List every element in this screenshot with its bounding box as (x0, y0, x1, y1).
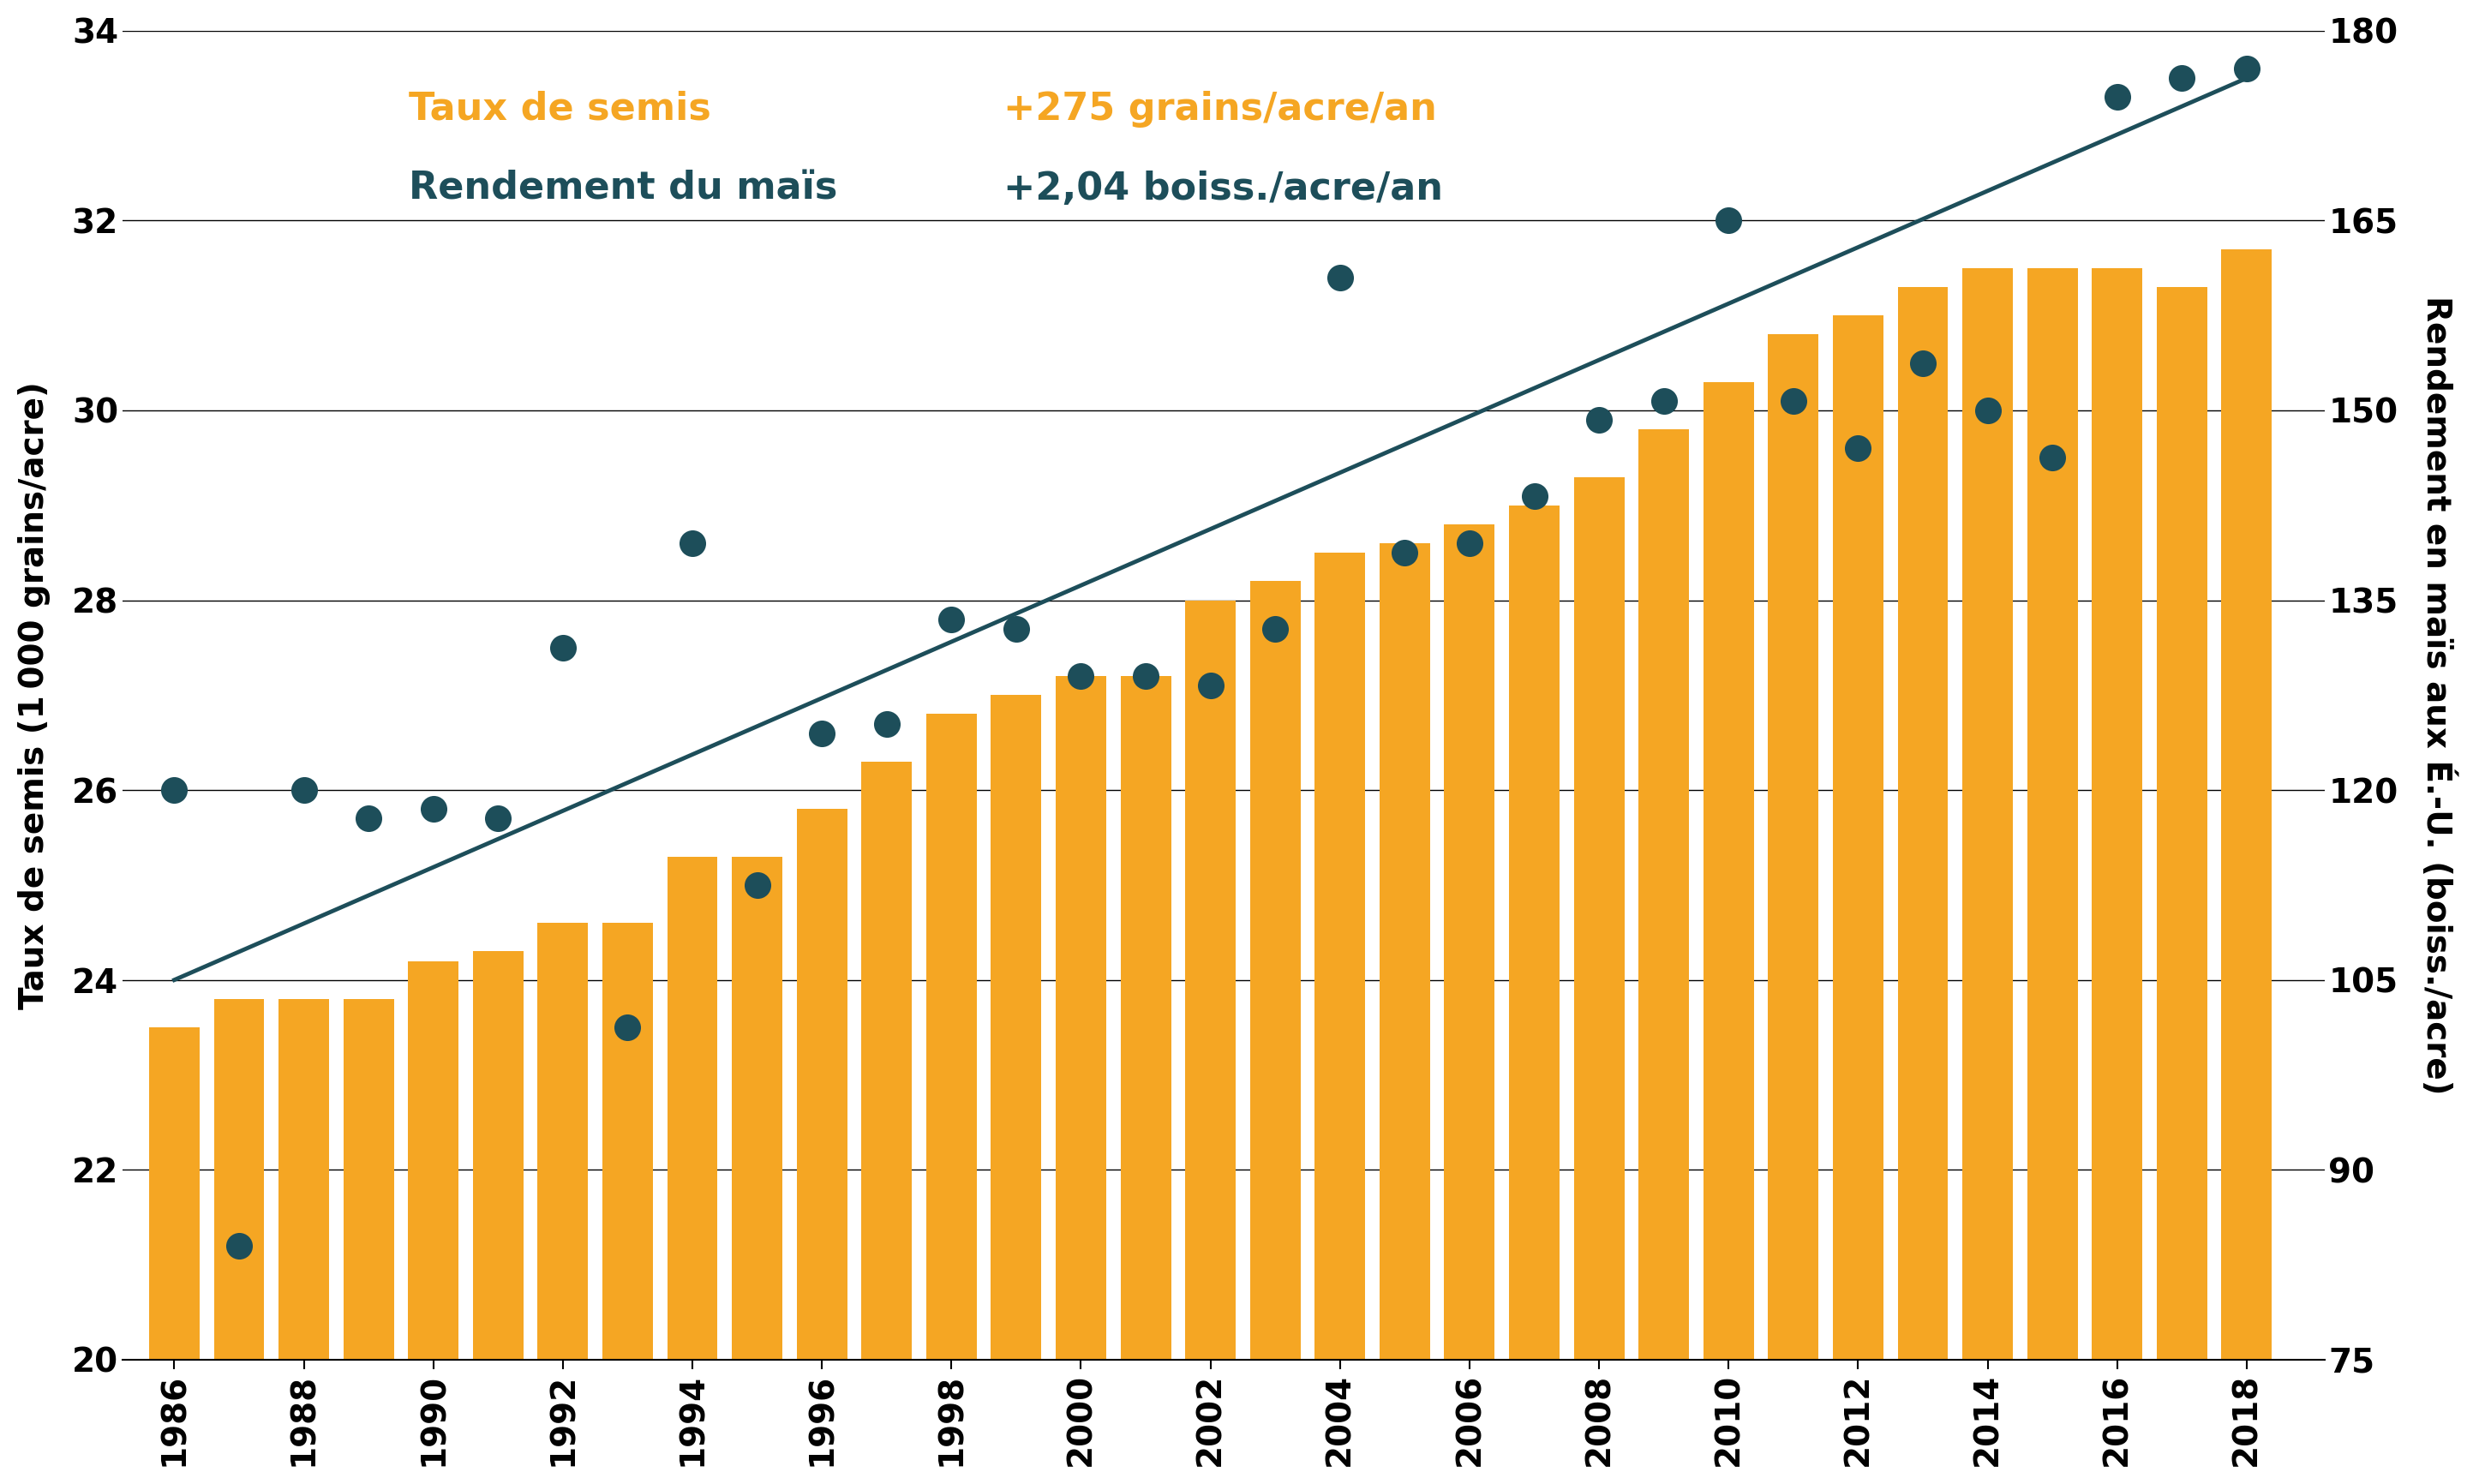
Bar (1704, 381, 1753, 1484)
Bar (279, 999, 329, 1484)
Bar (1056, 677, 1105, 1484)
Bar (344, 999, 393, 1484)
Bar (1768, 334, 1818, 1484)
Point (997, 617, 1036, 641)
Point (1969, 399, 2008, 423)
Y-axis label: Rendement en maïs aux É.-U. (boiss./acre): Rendement en maïs aux É.-U. (boiss./acre… (2419, 295, 2456, 1095)
Point (349, 807, 388, 831)
Point (477, 807, 517, 831)
Bar (148, 1027, 200, 1484)
Text: +275 grains/acre/an: +275 grains/acre/an (1004, 91, 1437, 128)
Point (1904, 352, 1944, 375)
Point (673, 531, 712, 555)
Bar (1444, 524, 1494, 1484)
Bar (1509, 506, 1560, 1484)
Point (2161, 67, 2201, 91)
Bar (668, 856, 717, 1484)
Bar (1185, 600, 1236, 1484)
Bar (537, 923, 589, 1484)
Point (737, 873, 777, 896)
Point (1125, 665, 1165, 689)
Point (608, 1015, 648, 1039)
Y-axis label: Taux de semis (1 000 grains/acre): Taux de semis (1 000 grains/acre) (17, 381, 49, 1009)
Point (932, 607, 972, 631)
Bar (2221, 249, 2273, 1484)
Bar (1897, 286, 1949, 1484)
Point (153, 778, 193, 801)
Point (284, 778, 324, 801)
Point (1709, 209, 1748, 233)
Bar (927, 714, 977, 1484)
Bar (603, 923, 653, 1484)
Bar (213, 999, 265, 1484)
Point (220, 1233, 260, 1257)
Text: Taux de semis: Taux de semis (408, 91, 712, 128)
Point (1837, 436, 1877, 460)
Bar (472, 951, 524, 1484)
Point (413, 797, 453, 821)
Bar (1120, 677, 1172, 1484)
Point (544, 635, 584, 659)
Point (1449, 531, 1489, 555)
Point (2097, 85, 2137, 108)
Bar (1316, 552, 1365, 1484)
Bar (861, 761, 913, 1484)
Bar (1640, 429, 1689, 1484)
Point (1061, 665, 1100, 689)
Point (1321, 266, 1360, 289)
Bar (2028, 269, 2077, 1484)
Point (868, 712, 908, 736)
Bar (1573, 476, 1625, 1484)
Point (1190, 674, 1229, 697)
Bar (2092, 269, 2142, 1484)
Bar (1249, 582, 1301, 1484)
Text: Rendement du maïs: Rendement du maïs (408, 171, 838, 208)
Text: +2,04 boiss./acre/an: +2,04 boiss./acre/an (1004, 171, 1442, 208)
Bar (1380, 543, 1429, 1484)
Point (1580, 408, 1620, 432)
Bar (732, 856, 781, 1484)
Point (1385, 540, 1424, 564)
Bar (408, 962, 458, 1484)
Point (2033, 447, 2072, 470)
Point (801, 721, 841, 745)
Bar (1832, 316, 1884, 1484)
Point (1513, 484, 1553, 508)
Bar (2156, 286, 2208, 1484)
Bar (992, 695, 1041, 1484)
Point (1773, 389, 1813, 413)
Point (1645, 389, 1684, 413)
Point (1256, 617, 1296, 641)
Bar (796, 809, 848, 1484)
Bar (1964, 269, 2013, 1484)
Point (2226, 56, 2265, 80)
